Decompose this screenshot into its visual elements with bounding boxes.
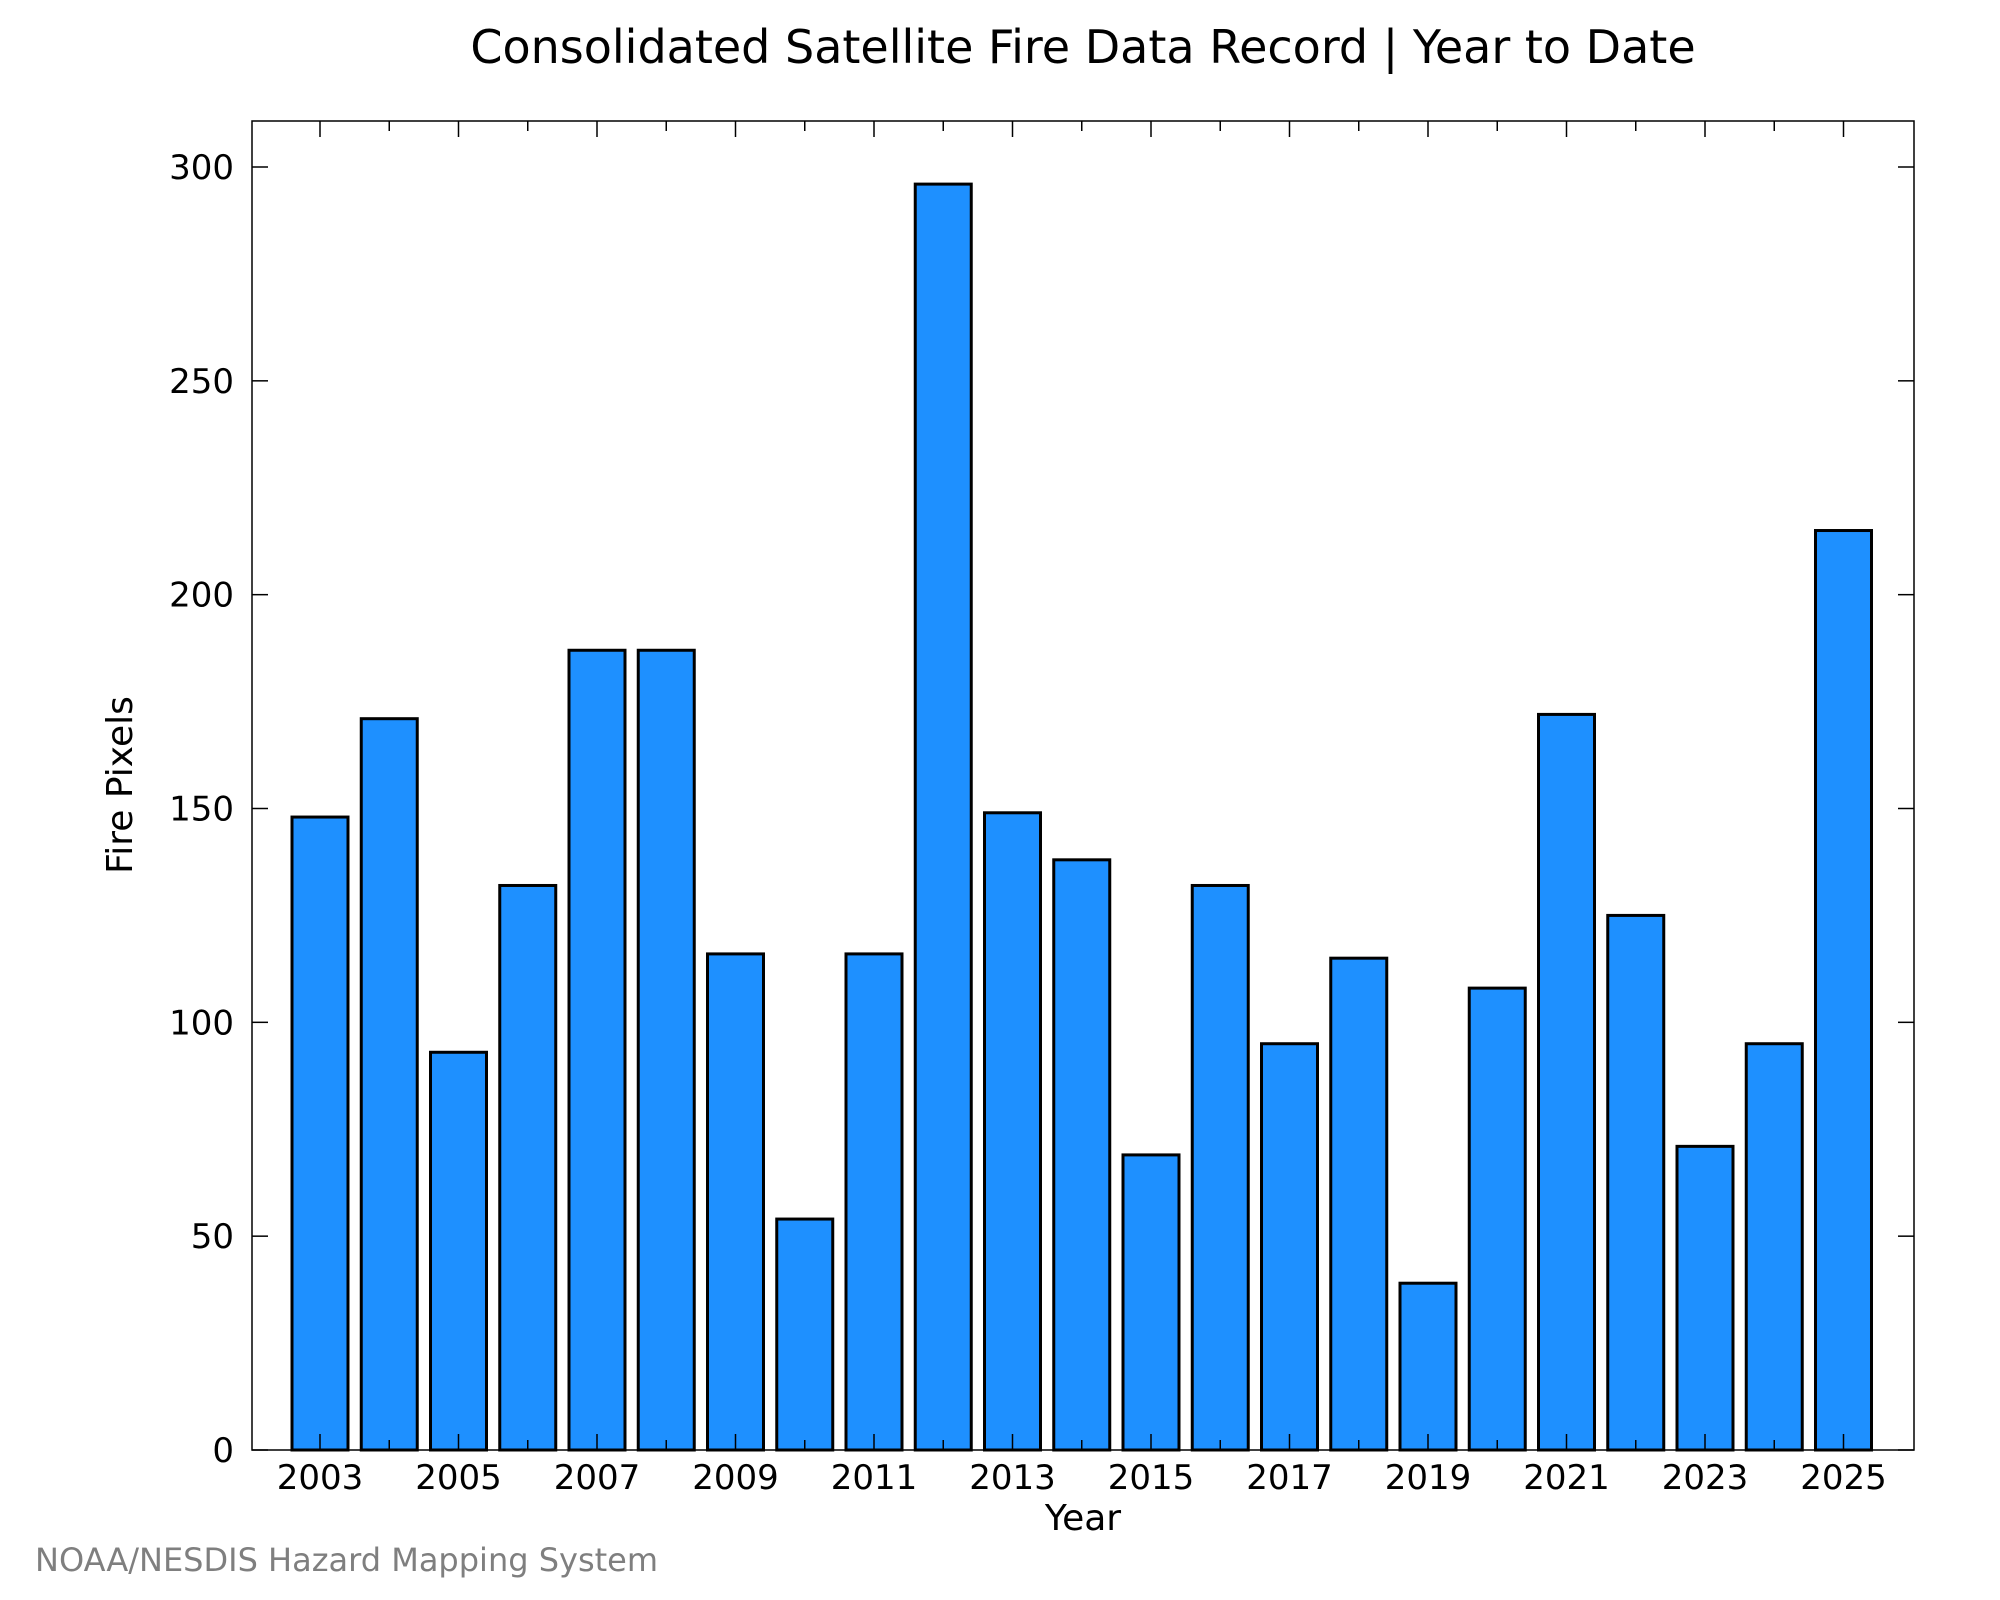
- x-tick-label-2007: 2007: [554, 1458, 641, 1498]
- x-tick-label-2019: 2019: [1385, 1458, 1472, 1498]
- bar-2010: [775, 1217, 835, 1452]
- bar-2023: [1675, 1144, 1735, 1452]
- x-tick-label-2003: 2003: [277, 1458, 364, 1498]
- bar-2016: [1190, 883, 1250, 1452]
- y-axis-label: Fire Pixels: [100, 696, 141, 874]
- bar-2019: [1398, 1281, 1458, 1452]
- y-tick-label-250: 250: [169, 362, 234, 402]
- bar-2025: [1814, 529, 1873, 1452]
- bar-2008: [636, 648, 696, 1452]
- x-tick-label-2017: 2017: [1246, 1458, 1333, 1498]
- x-axis-ticks: 2003 2005 2007 2009 2011 2013 2015 2017 2019 2021…: [277, 121, 1887, 1498]
- bar-2020: [1467, 986, 1527, 1452]
- bar-2021: [1537, 712, 1596, 1452]
- bar-2005: [429, 1050, 488, 1452]
- x-tick-label-2005: 2005: [415, 1458, 502, 1498]
- bar-2009: [706, 952, 765, 1452]
- bar-2018: [1329, 956, 1389, 1452]
- x-tick-label-2021: 2021: [1523, 1458, 1610, 1498]
- x-axis-label: Year: [1044, 1498, 1121, 1539]
- x-tick-label-2009: 2009: [692, 1458, 779, 1498]
- bar-2007: [567, 648, 627, 1452]
- y-tick-label-50: 50: [191, 1217, 234, 1257]
- y-tick-label-150: 150: [169, 790, 234, 830]
- x-tick-label-2011: 2011: [831, 1458, 918, 1498]
- bar-2022: [1606, 913, 1666, 1452]
- bar-2003: [290, 815, 350, 1452]
- y-tick-label-0: 0: [212, 1431, 234, 1471]
- bar-2015: [1121, 1153, 1181, 1452]
- plot-frame: [251, 120, 1915, 1451]
- bar-2011: [844, 952, 904, 1452]
- y-tick-label-300: 300: [169, 148, 234, 188]
- bar-2006: [498, 883, 558, 1452]
- chart-title: Consolidated Satellite Fire Data Record …: [470, 20, 1695, 75]
- y-axis-ticks: 0 50 100 150 200 250 300: [169, 148, 1914, 1471]
- bar-2024: [1744, 1042, 1804, 1452]
- bar-2014: [1052, 858, 1112, 1452]
- x-tick-label-2025: 2025: [1800, 1458, 1887, 1498]
- y-tick-label-200: 200: [169, 576, 234, 616]
- source-credit: NOAA/NESDIS Hazard Mapping System: [35, 1541, 658, 1579]
- x-tick-label-2023: 2023: [1662, 1458, 1749, 1498]
- x-tick-label-2015: 2015: [1108, 1458, 1195, 1498]
- bar-2017: [1260, 1042, 1319, 1452]
- bar-2012: [913, 182, 973, 1452]
- bar-2004: [359, 717, 419, 1452]
- x-tick-label-2013: 2013: [969, 1458, 1056, 1498]
- y-tick-label-100: 100: [169, 1003, 234, 1043]
- bar-2013: [983, 811, 1042, 1452]
- bars-layer: [290, 182, 1873, 1452]
